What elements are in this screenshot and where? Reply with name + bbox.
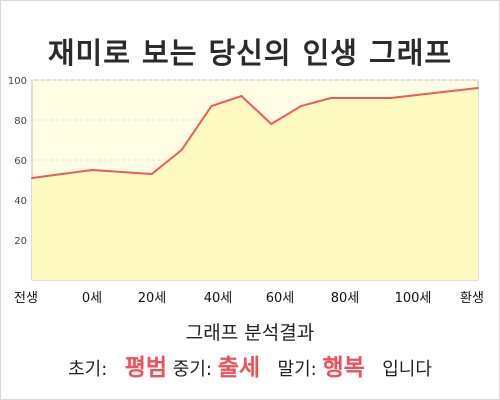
data-point-10 [477,87,479,89]
data-point-4 [210,105,213,107]
x-tick-label: 60세 [266,291,295,306]
y-tick-label: 80 [14,116,27,127]
result-suffix: 입니다 [382,359,432,380]
area-fill [32,88,478,280]
data-point-8 [330,97,332,99]
early-value: 평범 [124,355,168,381]
data-point-7 [300,105,303,107]
x-tick-label: 80세 [331,291,360,306]
mid-label: 중기: [172,359,212,380]
early-label: 초기: [68,359,108,380]
x-tick-label: 전생 [14,291,38,306]
data-point-3 [180,149,183,151]
y-tick-label: 60 [14,156,27,167]
analysis-heading: 그래프 분석결과 [185,322,315,344]
y-tick-label: 100 [8,76,27,87]
data-point-5 [240,95,243,97]
data-point-1 [91,169,93,171]
late-label: 말기: [277,359,317,380]
data-point-6 [270,123,273,125]
chart-title: 재미로 보는 당신의 인생 그래프 [47,36,453,70]
x-tick-label: 0세 [82,291,102,306]
data-point-2 [150,173,153,175]
data-point-0 [31,177,33,179]
y-tick-label: 40 [14,196,27,207]
x-tick-label: 100세 [395,291,432,306]
analysis-result: 초기: 평범 중기: 출세 말기: 행복 입니다 [0,348,500,382]
y-tick-labels: 20 40 60 80 100 [8,76,27,247]
x-tick-labels: 전생 0세 20세 40세 60세 80세 100세 환생 [14,291,484,306]
mid-value: 출세 [217,355,261,381]
data-point-9 [389,97,392,99]
y-tick-label: 20 [14,236,27,247]
x-tick-label: 40세 [204,291,233,306]
x-tick-label: 20세 [138,291,167,306]
late-value: 행복 [322,355,365,381]
x-tick-label: 환생 [460,291,484,306]
